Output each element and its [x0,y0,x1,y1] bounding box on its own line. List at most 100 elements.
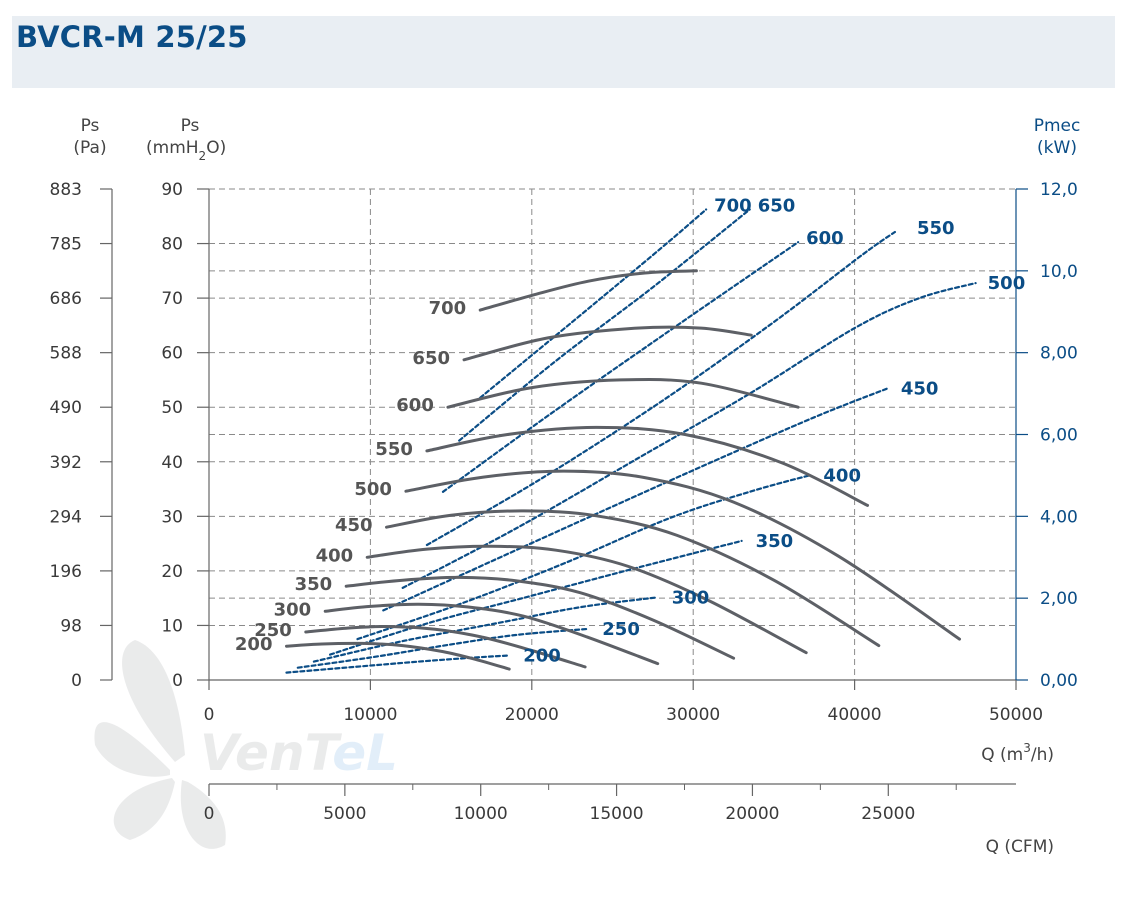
power-curve-550 [425,230,896,547]
x-tick-label: 30000 [666,705,720,725]
curve-labels: 2002503003504004505005506006507002002503… [235,195,1025,666]
power-label-200: 200 [523,645,561,666]
pressure-curve-700 [478,269,698,312]
ticks: 0010982019630294403925049060588706868078… [50,180,1078,824]
pa-axis-title-bottom: (Pa) [73,138,106,158]
pa-tick-label: 98 [60,616,82,636]
mm-tick-label: 40 [161,453,183,473]
power-axis-title-top: Pmec [1034,116,1081,136]
pressure-label-350: 350 [295,574,333,595]
x-unit-a: Q (m [981,745,1023,765]
x-axis-title: Q (m3/h) [981,741,1054,765]
power-label-550: 550 [917,218,955,239]
axes [111,189,1017,785]
power-tick-label: 4,00 [1040,507,1078,527]
pressure-label-600: 600 [396,395,434,416]
power-curve-450 [382,387,888,612]
x-unit-sup: 3 [1023,741,1031,755]
pressure-label-250: 250 [254,620,292,641]
power-label-450: 450 [901,379,939,400]
mm-unit-sub: 2 [199,149,207,163]
x-tick-label: 0 [204,705,215,725]
pressure-curve-450 [385,509,881,648]
power-label-350: 350 [756,531,794,552]
power-curve-400 [356,474,811,641]
power-label-300: 300 [672,587,710,608]
pressure-label-400: 400 [316,545,354,566]
mm-tick-label: 50 [161,398,183,418]
pressure-curve-500 [404,469,961,641]
mm-tick-label: 10 [161,616,183,636]
power-tick-label: 12,0 [1040,180,1078,200]
power-label-250: 250 [602,619,640,640]
cfm-axis-title: Q (CFM) [986,837,1054,857]
pa-tick-label: 588 [50,344,82,364]
power-label-600: 600 [806,228,844,249]
pressure-curve-350 [344,575,736,660]
pa-tick-label: 0 [71,671,82,691]
power-label-400: 400 [823,465,861,486]
power-curve-650 [458,208,751,442]
pressure-curve-300 [323,602,660,666]
watermark-text-a: VenT [200,724,343,782]
pressure-label-650: 650 [412,348,450,369]
power-label-500: 500 [988,273,1026,294]
pressure-label-550: 550 [375,439,413,460]
power-label-650: 650 [758,195,796,216]
pa-tick-label: 490 [50,398,82,418]
pressure-curve-400 [365,544,808,655]
pressure-curve-200 [285,641,511,671]
x-tick-label: 40000 [828,705,882,725]
power-tick-label: 6,00 [1040,426,1078,446]
watermark: VenTeL [94,640,398,849]
power-curve-700 [479,208,708,399]
power-curve-300 [312,596,659,663]
pressure-curve-550 [425,425,869,507]
power-curve-600 [441,241,800,493]
mm-unit-a: (mmH [146,138,199,158]
cfm-tick-label: 10000 [454,804,508,824]
power-tick-label: 2,00 [1040,589,1078,609]
pressure-label-200: 200 [235,634,273,655]
cfm-tick-label: 15000 [590,804,644,824]
power-curve-350 [329,539,743,656]
x-tick-label: 10000 [343,705,397,725]
mm-tick-label: 70 [161,289,183,309]
chart-title: BVCR-M 25/25 [16,20,248,54]
pa-tick-label: 785 [50,235,82,255]
x-unit-b: /h) [1031,745,1054,765]
mm-tick-label: 60 [161,344,183,364]
mm-tick-label: 90 [161,180,183,200]
pressure-curve-250 [304,624,587,669]
cfm-tick-label: 5000 [323,804,366,824]
pressure-label-300: 300 [274,599,312,620]
mm-axis-title-bottom: (mmH2O) [146,138,226,163]
power-curve-200 [285,654,511,674]
x-tick-label: 20000 [505,705,559,725]
grid [209,188,1016,680]
power-tick-label: 0,00 [1040,671,1078,691]
fan-blades-icon [94,640,226,849]
pressure-curves [285,269,961,671]
pressure-label-500: 500 [354,479,392,500]
pressure-label-700: 700 [429,298,467,319]
x-tick-label: 50000 [989,705,1043,725]
mm-axis-title-top: Ps [181,116,200,136]
mm-tick-label: 0 [172,671,183,691]
pa-tick-label: 883 [50,180,82,200]
power-axis-title-bottom: (kW) [1037,138,1077,158]
pa-tick-label: 294 [50,507,82,527]
title-bar [12,16,1115,88]
mm-tick-label: 20 [161,562,183,582]
pa-tick-label: 196 [50,562,82,582]
pa-tick-label: 392 [50,453,82,473]
power-curve-500 [401,282,977,589]
power-curves [285,208,977,674]
cfm-tick-label: 0 [204,804,215,824]
pressure-curve-650 [462,325,753,362]
power-tick-label: 8,00 [1040,344,1078,364]
power-curve-250 [296,627,590,669]
pressure-label-450: 450 [335,515,373,536]
pressure-curve-600 [446,377,800,409]
